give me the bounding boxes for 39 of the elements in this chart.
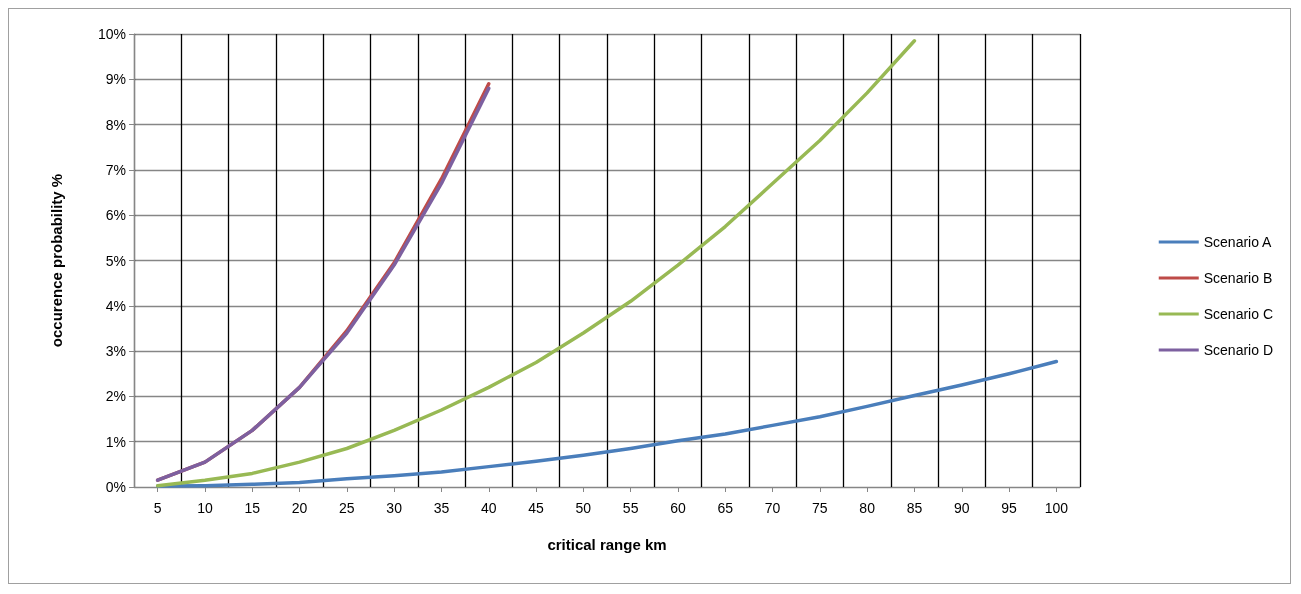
x-tick-label: 75 (812, 500, 828, 516)
x-tick-label: 85 (906, 500, 923, 516)
y-tick-label: 9% (105, 71, 126, 88)
x-tick-label: 95 (1001, 500, 1018, 516)
y-tick-label: 4% (105, 297, 126, 314)
y-tick-label: 2% (105, 388, 126, 405)
x-tick-label: 10 (197, 500, 213, 516)
legend-label: Scenario C (1203, 306, 1274, 322)
legend-label: Scenario A (1203, 234, 1273, 250)
line-series (155, 359, 1059, 488)
x-tick-label: 5 (153, 500, 162, 516)
y-tick-label: 1% (105, 433, 126, 450)
y-tick-label: 8% (105, 116, 126, 133)
y-tick-label: 0% (105, 479, 126, 495)
x-tick-label: 35 (433, 500, 450, 516)
y-tick-label: 7% (105, 161, 126, 178)
x-tick-label: 80 (859, 500, 876, 516)
x-tick-label: 30 (386, 500, 403, 516)
x-tick-label: 70 (764, 500, 781, 516)
x-tick-label: 65 (717, 500, 734, 516)
x-tick-label: 15 (244, 500, 261, 516)
y-tick-label: 6% (105, 207, 126, 224)
x-tick-label: 100 (1044, 500, 1069, 516)
y-tick-label: 5% (105, 252, 126, 269)
x-tick-label: 20 (291, 500, 308, 516)
x-tick-label: 45 (528, 500, 545, 516)
x-tick-label: 60 (670, 500, 686, 516)
legend-label: Scenario D (1203, 342, 1274, 358)
line-series (155, 39, 917, 488)
x-tick-label: 55 (622, 500, 639, 516)
x-tick-label: 90 (953, 500, 970, 516)
y-axis-title: occurence probability % (48, 173, 65, 348)
x-tick-label: 40 (480, 500, 497, 516)
x-axis-title: critical range km (547, 536, 667, 553)
y-tick-label: 10% (97, 26, 126, 42)
y-tick-label: 3% (105, 343, 126, 360)
legend-label: Scenario B (1203, 270, 1273, 286)
x-tick-label: 50 (575, 500, 592, 516)
x-tick-label: 25 (339, 500, 355, 516)
